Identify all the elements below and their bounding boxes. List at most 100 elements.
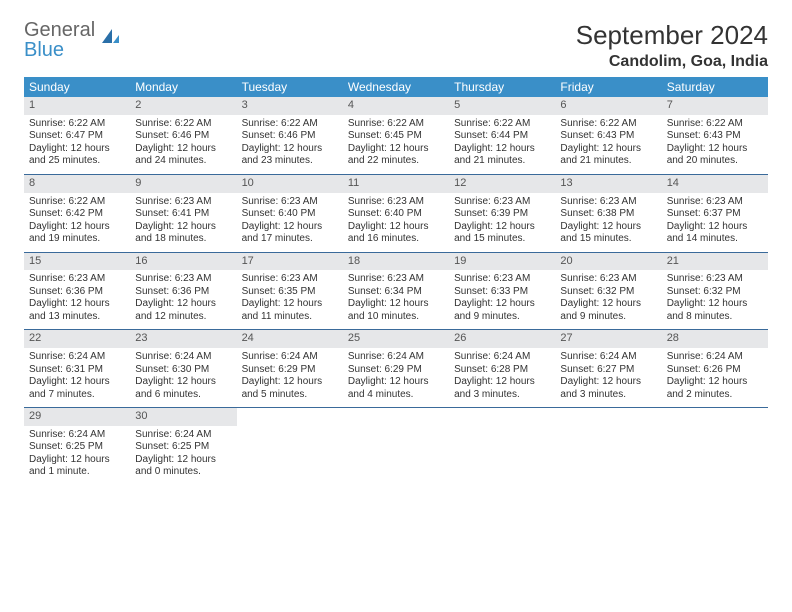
day-number: 26: [449, 330, 555, 348]
day-details: Sunrise: 6:22 AMSunset: 6:44 PMDaylight:…: [449, 115, 555, 174]
daylight-text: Daylight: 12 hours and 13 minutes.: [29, 298, 125, 323]
calendar-day: 2Sunrise: 6:22 AMSunset: 6:46 PMDaylight…: [130, 97, 236, 174]
daylight-text: Daylight: 12 hours and 10 minutes.: [348, 298, 444, 323]
daylight-text: Daylight: 12 hours and 5 minutes.: [242, 376, 338, 401]
sunrise-text: Sunrise: 6:23 AM: [348, 196, 444, 209]
sunset-text: Sunset: 6:33 PM: [454, 286, 550, 299]
calendar-day: 17Sunrise: 6:23 AMSunset: 6:35 PMDayligh…: [237, 252, 343, 330]
month-title: September 2024: [576, 20, 768, 51]
daylight-text: Daylight: 12 hours and 15 minutes.: [454, 221, 550, 246]
sunrise-text: Sunrise: 6:22 AM: [135, 118, 231, 131]
daylight-text: Daylight: 12 hours and 23 minutes.: [242, 143, 338, 168]
sunrise-text: Sunrise: 6:22 AM: [242, 118, 338, 131]
calendar-day: 14Sunrise: 6:23 AMSunset: 6:37 PMDayligh…: [662, 174, 768, 252]
sunrise-text: Sunrise: 6:22 AM: [29, 196, 125, 209]
title-block: September 2024 Candolim, Goa, India: [576, 20, 768, 71]
sunrise-text: Sunrise: 6:23 AM: [560, 273, 656, 286]
calendar-day: 21Sunrise: 6:23 AMSunset: 6:32 PMDayligh…: [662, 252, 768, 330]
daylight-text: Daylight: 12 hours and 12 minutes.: [135, 298, 231, 323]
weekday-header: Sunday: [24, 77, 130, 97]
day-number: 8: [24, 175, 130, 193]
sunrise-text: Sunrise: 6:24 AM: [667, 351, 763, 364]
calendar-day: 12Sunrise: 6:23 AMSunset: 6:39 PMDayligh…: [449, 174, 555, 252]
calendar-day: 30Sunrise: 6:24 AMSunset: 6:25 PMDayligh…: [130, 408, 236, 485]
sunset-text: Sunset: 6:43 PM: [560, 130, 656, 143]
daylight-text: Daylight: 12 hours and 21 minutes.: [560, 143, 656, 168]
logo-word-general: General: [24, 19, 95, 41]
day-details: Sunrise: 6:23 AMSunset: 6:32 PMDaylight:…: [555, 270, 661, 329]
sunset-text: Sunset: 6:45 PM: [348, 130, 444, 143]
weekday-header: Friday: [555, 77, 661, 97]
day-number: 18: [343, 253, 449, 271]
calendar-week: 15Sunrise: 6:23 AMSunset: 6:36 PMDayligh…: [24, 252, 768, 330]
sunset-text: Sunset: 6:28 PM: [454, 364, 550, 377]
calendar-week: 22Sunrise: 6:24 AMSunset: 6:31 PMDayligh…: [24, 330, 768, 408]
sunset-text: Sunset: 6:41 PM: [135, 208, 231, 221]
sunset-text: Sunset: 6:29 PM: [348, 364, 444, 377]
day-number: 22: [24, 330, 130, 348]
calendar-day: 24Sunrise: 6:24 AMSunset: 6:29 PMDayligh…: [237, 330, 343, 408]
calendar-day: 29Sunrise: 6:24 AMSunset: 6:25 PMDayligh…: [24, 408, 130, 485]
sunset-text: Sunset: 6:43 PM: [667, 130, 763, 143]
sunrise-text: Sunrise: 6:23 AM: [667, 273, 763, 286]
sunrise-text: Sunrise: 6:23 AM: [454, 196, 550, 209]
day-details: Sunrise: 6:24 AMSunset: 6:29 PMDaylight:…: [343, 348, 449, 407]
sunset-text: Sunset: 6:44 PM: [454, 130, 550, 143]
sunset-text: Sunset: 6:36 PM: [29, 286, 125, 299]
calendar-day: 26Sunrise: 6:24 AMSunset: 6:28 PMDayligh…: [449, 330, 555, 408]
calendar-day-empty: [449, 408, 555, 485]
daylight-text: Daylight: 12 hours and 20 minutes.: [667, 143, 763, 168]
daylight-text: Daylight: 12 hours and 0 minutes.: [135, 454, 231, 479]
sunset-text: Sunset: 6:26 PM: [667, 364, 763, 377]
day-details: Sunrise: 6:24 AMSunset: 6:31 PMDaylight:…: [24, 348, 130, 407]
calendar-day-empty: [555, 408, 661, 485]
day-number: 17: [237, 253, 343, 271]
sunrise-text: Sunrise: 6:24 AM: [242, 351, 338, 364]
sunrise-text: Sunrise: 6:22 AM: [560, 118, 656, 131]
day-details: Sunrise: 6:24 AMSunset: 6:27 PMDaylight:…: [555, 348, 661, 407]
day-number: 7: [662, 97, 768, 115]
daylight-text: Daylight: 12 hours and 21 minutes.: [454, 143, 550, 168]
day-details: Sunrise: 6:22 AMSunset: 6:42 PMDaylight:…: [24, 193, 130, 252]
day-number: 2: [130, 97, 236, 115]
sunrise-text: Sunrise: 6:23 AM: [242, 196, 338, 209]
sunset-text: Sunset: 6:25 PM: [135, 441, 231, 454]
daylight-text: Daylight: 12 hours and 3 minutes.: [454, 376, 550, 401]
day-number: 16: [130, 253, 236, 271]
calendar-day: 4Sunrise: 6:22 AMSunset: 6:45 PMDaylight…: [343, 97, 449, 174]
daylight-text: Daylight: 12 hours and 25 minutes.: [29, 143, 125, 168]
calendar-day: 27Sunrise: 6:24 AMSunset: 6:27 PMDayligh…: [555, 330, 661, 408]
calendar-day: 15 Sunrise: 6:23 AMSunset: 6:36 PMDayligh…: [24, 252, 130, 330]
logo: General Blue: [24, 20, 121, 60]
sunrise-text: Sunrise: 6:24 AM: [29, 351, 125, 364]
day-number: 6: [555, 97, 661, 115]
day-details: Sunrise: 6:22 AMSunset: 6:45 PMDaylight:…: [343, 115, 449, 174]
daylight-text: Daylight: 12 hours and 6 minutes.: [135, 376, 231, 401]
calendar-day: 1Sunrise: 6:22 AMSunset: 6:47 PMDaylight…: [24, 97, 130, 174]
calendar-table: SundayMondayTuesdayWednesdayThursdayFrid…: [24, 77, 768, 485]
sunrise-text: Sunrise: 6:23 AM: [29, 273, 125, 286]
day-details: Sunrise: 6:24 AMSunset: 6:25 PMDaylight:…: [24, 426, 130, 485]
day-details: Sunrise: 6:22 AMSunset: 6:47 PMDaylight:…: [24, 115, 130, 174]
calendar-week: 29Sunrise: 6:24 AMSunset: 6:25 PMDayligh…: [24, 408, 768, 485]
sunset-text: Sunset: 6:27 PM: [560, 364, 656, 377]
day-number: 25: [343, 330, 449, 348]
day-details: Sunrise: 6:23 AMSunset: 6:40 PMDaylight:…: [237, 193, 343, 252]
sunset-text: Sunset: 6:39 PM: [454, 208, 550, 221]
logo-sail-icon: [99, 27, 121, 54]
sunset-text: Sunset: 6:25 PM: [29, 441, 125, 454]
weekday-header: Monday: [130, 77, 236, 97]
sunset-text: Sunset: 6:31 PM: [29, 364, 125, 377]
calendar-day: 20Sunrise: 6:23 AMSunset: 6:32 PMDayligh…: [555, 252, 661, 330]
logo-text: General Blue: [24, 20, 95, 60]
sunrise-text: Sunrise: 6:22 AM: [667, 118, 763, 131]
calendar-day: 19Sunrise: 6:23 AMSunset: 6:33 PMDayligh…: [449, 252, 555, 330]
day-details: Sunrise: 6:24 AMSunset: 6:28 PMDaylight:…: [449, 348, 555, 407]
day-details: Sunrise: 6:23 AMSunset: 6:36 PMDaylight:…: [130, 270, 236, 329]
day-number: 21: [662, 253, 768, 271]
day-details: Sunrise: 6:23 AMSunset: 6:37 PMDaylight:…: [662, 193, 768, 252]
day-number: 4: [343, 97, 449, 115]
location: Candolim, Goa, India: [576, 53, 768, 71]
day-number: 15: [24, 253, 130, 271]
day-number: 9: [130, 175, 236, 193]
